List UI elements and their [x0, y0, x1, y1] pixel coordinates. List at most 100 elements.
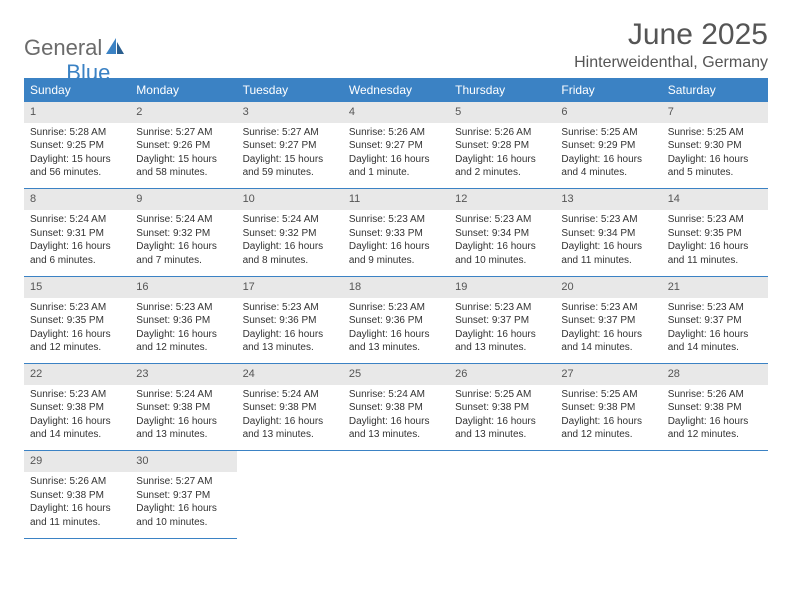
day-sunrise-text: Sunrise: 5:25 AM: [668, 126, 762, 140]
day-day2-text: and 11 minutes.: [30, 516, 124, 530]
day-sunset-text: Sunset: 9:37 PM: [455, 314, 549, 328]
day-number-cell: 25: [343, 364, 449, 385]
weekday-header-row: Sunday Monday Tuesday Wednesday Thursday…: [24, 78, 768, 102]
day-day1-text: Daylight: 16 hours: [136, 328, 230, 342]
day-day1-text: Daylight: 16 hours: [668, 415, 762, 429]
day-number-cell: 5: [449, 102, 555, 123]
day-number-cell: 22: [24, 364, 130, 385]
day-day1-text: Daylight: 16 hours: [243, 240, 337, 254]
day-number-row: 1234567: [24, 102, 768, 123]
day-day1-text: Daylight: 15 hours: [136, 153, 230, 167]
day-detail-cell: Sunrise: 5:23 AMSunset: 9:37 PMDaylight:…: [555, 298, 661, 364]
day-number-cell: 14: [662, 189, 768, 210]
day-detail-cell: Sunrise: 5:24 AMSunset: 9:32 PMDaylight:…: [130, 210, 236, 276]
day-day2-text: and 12 minutes.: [668, 428, 762, 442]
day-sunset-text: Sunset: 9:36 PM: [349, 314, 443, 328]
day-sunset-text: Sunset: 9:37 PM: [561, 314, 655, 328]
day-sunset-text: Sunset: 9:29 PM: [561, 139, 655, 153]
day-day1-text: Daylight: 16 hours: [561, 415, 655, 429]
day-sunset-text: Sunset: 9:27 PM: [243, 139, 337, 153]
day-detail-cell: Sunrise: 5:23 AMSunset: 9:37 PMDaylight:…: [662, 298, 768, 364]
day-number-cell: [237, 451, 343, 472]
day-day1-text: Daylight: 16 hours: [455, 153, 549, 167]
day-detail-cell: Sunrise: 5:23 AMSunset: 9:35 PMDaylight:…: [662, 210, 768, 276]
title-block: June 2025 Hinterweidenthal, Germany: [574, 18, 768, 72]
day-sunset-text: Sunset: 9:30 PM: [668, 139, 762, 153]
day-detail-cell: Sunrise: 5:23 AMSunset: 9:35 PMDaylight:…: [24, 298, 130, 364]
day-day2-text: and 59 minutes.: [243, 166, 337, 180]
day-sunset-text: Sunset: 9:38 PM: [668, 401, 762, 415]
day-day2-text: and 14 minutes.: [30, 428, 124, 442]
day-detail-cell: Sunrise: 5:23 AMSunset: 9:33 PMDaylight:…: [343, 210, 449, 276]
day-day1-text: Daylight: 16 hours: [668, 328, 762, 342]
day-number-cell: 21: [662, 276, 768, 297]
day-day2-text: and 2 minutes.: [455, 166, 549, 180]
day-day2-text: and 11 minutes.: [561, 254, 655, 268]
day-day2-text: and 13 minutes.: [349, 428, 443, 442]
day-sunrise-text: Sunrise: 5:23 AM: [30, 388, 124, 402]
day-detail-cell: Sunrise: 5:25 AMSunset: 9:29 PMDaylight:…: [555, 123, 661, 189]
day-detail-cell: [343, 472, 449, 538]
day-day2-text: and 12 minutes.: [136, 341, 230, 355]
day-sunrise-text: Sunrise: 5:23 AM: [561, 301, 655, 315]
weekday-header: Saturday: [662, 78, 768, 102]
day-sunrise-text: Sunrise: 5:23 AM: [136, 301, 230, 315]
day-detail-cell: Sunrise: 5:26 AMSunset: 9:38 PMDaylight:…: [662, 385, 768, 451]
day-sunrise-text: Sunrise: 5:25 AM: [561, 126, 655, 140]
day-number-cell: 7: [662, 102, 768, 123]
day-day2-text: and 10 minutes.: [136, 516, 230, 530]
day-number-row: 15161718192021: [24, 276, 768, 297]
day-sunset-text: Sunset: 9:32 PM: [136, 227, 230, 241]
day-detail-cell: Sunrise: 5:26 AMSunset: 9:38 PMDaylight:…: [24, 472, 130, 538]
day-sunrise-text: Sunrise: 5:23 AM: [30, 301, 124, 315]
day-sunset-text: Sunset: 9:34 PM: [561, 227, 655, 241]
day-detail-row: Sunrise: 5:24 AMSunset: 9:31 PMDaylight:…: [24, 210, 768, 276]
day-day1-text: Daylight: 16 hours: [668, 153, 762, 167]
day-number-cell: 13: [555, 189, 661, 210]
day-number-cell: [555, 451, 661, 472]
day-number-cell: 16: [130, 276, 236, 297]
day-day2-text: and 13 minutes.: [455, 341, 549, 355]
day-detail-cell: Sunrise: 5:28 AMSunset: 9:25 PMDaylight:…: [24, 123, 130, 189]
day-number-cell: [662, 451, 768, 472]
day-day1-text: Daylight: 16 hours: [455, 240, 549, 254]
day-sunrise-text: Sunrise: 5:26 AM: [349, 126, 443, 140]
logo: General Blue: [24, 18, 110, 72]
day-sunset-text: Sunset: 9:38 PM: [561, 401, 655, 415]
day-day1-text: Daylight: 16 hours: [455, 328, 549, 342]
day-sunrise-text: Sunrise: 5:26 AM: [455, 126, 549, 140]
day-detail-row: Sunrise: 5:23 AMSunset: 9:38 PMDaylight:…: [24, 385, 768, 451]
day-day1-text: Daylight: 16 hours: [243, 328, 337, 342]
day-number-cell: 27: [555, 364, 661, 385]
day-detail-cell: Sunrise: 5:23 AMSunset: 9:36 PMDaylight:…: [343, 298, 449, 364]
day-number-row: 22232425262728: [24, 364, 768, 385]
day-day2-text: and 11 minutes.: [668, 254, 762, 268]
day-day1-text: Daylight: 16 hours: [136, 240, 230, 254]
day-sunrise-text: Sunrise: 5:27 AM: [243, 126, 337, 140]
day-number-cell: 15: [24, 276, 130, 297]
day-sunrise-text: Sunrise: 5:28 AM: [30, 126, 124, 140]
day-number-cell: 1: [24, 102, 130, 123]
day-sunset-text: Sunset: 9:38 PM: [455, 401, 549, 415]
day-sunrise-text: Sunrise: 5:24 AM: [349, 388, 443, 402]
day-number-cell: [343, 451, 449, 472]
weekday-header: Monday: [130, 78, 236, 102]
day-detail-cell: [449, 472, 555, 538]
day-detail-cell: Sunrise: 5:23 AMSunset: 9:36 PMDaylight:…: [130, 298, 236, 364]
page-title: June 2025: [574, 18, 768, 52]
day-day2-text: and 5 minutes.: [668, 166, 762, 180]
day-day1-text: Daylight: 16 hours: [561, 328, 655, 342]
day-detail-row: Sunrise: 5:26 AMSunset: 9:38 PMDaylight:…: [24, 472, 768, 538]
day-number-cell: 18: [343, 276, 449, 297]
day-sunset-text: Sunset: 9:36 PM: [243, 314, 337, 328]
day-detail-cell: [555, 472, 661, 538]
day-detail-cell: Sunrise: 5:23 AMSunset: 9:37 PMDaylight:…: [449, 298, 555, 364]
day-day2-text: and 8 minutes.: [243, 254, 337, 268]
day-sunrise-text: Sunrise: 5:24 AM: [136, 213, 230, 227]
day-day1-text: Daylight: 16 hours: [30, 328, 124, 342]
day-sunrise-text: Sunrise: 5:23 AM: [455, 213, 549, 227]
day-day2-text: and 14 minutes.: [561, 341, 655, 355]
page-subtitle: Hinterweidenthal, Germany: [574, 54, 768, 72]
day-sunrise-text: Sunrise: 5:24 AM: [243, 388, 337, 402]
day-sunrise-text: Sunrise: 5:23 AM: [349, 213, 443, 227]
